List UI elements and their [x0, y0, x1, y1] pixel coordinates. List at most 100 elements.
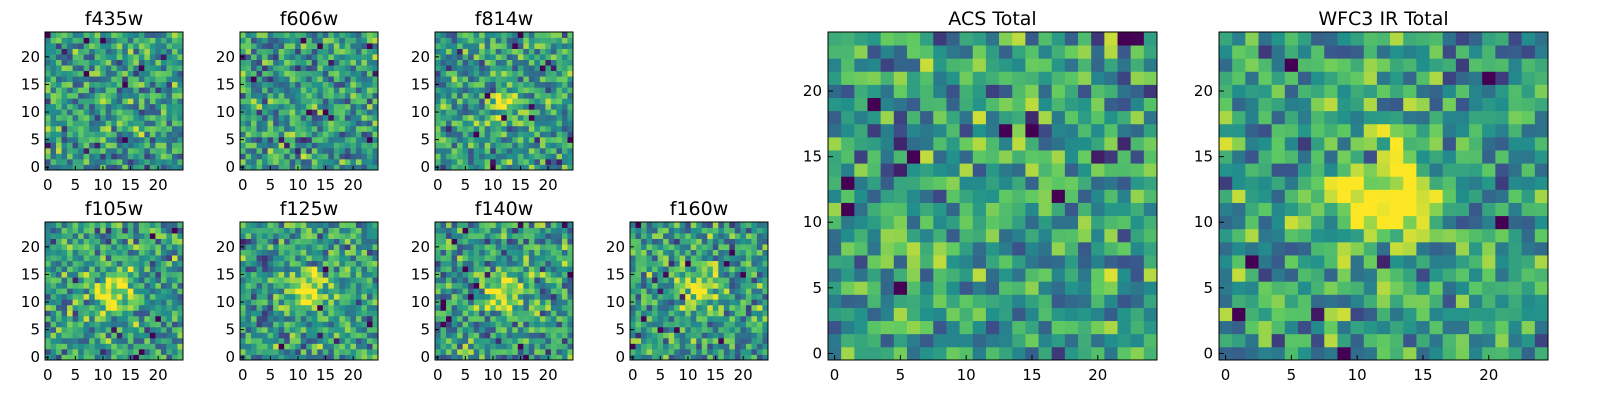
heatmap-cell [245, 227, 252, 234]
heatmap-cell [160, 271, 167, 278]
heatmap-cell [473, 233, 480, 239]
heatmap-cell [171, 266, 178, 273]
heatmap-cell [972, 215, 987, 230]
heatmap-cell [490, 293, 497, 300]
heatmap-cell [67, 332, 73, 339]
heatmap-cell [322, 249, 329, 256]
heatmap-cell [630, 238, 636, 245]
heatmap-cell [251, 92, 257, 99]
heatmap-cell [138, 332, 145, 339]
heatmap-cell [300, 87, 307, 94]
heatmap-cell [100, 131, 107, 138]
heatmap-cell [635, 326, 642, 333]
heatmap-cell [718, 244, 725, 250]
heatmap-cell [550, 120, 557, 127]
heatmap-cell [61, 142, 68, 149]
heatmap-cell [295, 304, 302, 311]
heatmap-cell [734, 271, 741, 278]
heatmap-cell [72, 315, 79, 322]
heatmap-cell [61, 158, 68, 165]
heatmap-cell [663, 249, 670, 256]
heatmap-cell [295, 260, 302, 267]
heatmap-cell [550, 65, 557, 72]
heatmap-cell [451, 125, 458, 132]
heatmap-cell [245, 332, 252, 339]
heatmap-cell [67, 48, 73, 55]
heatmap-cell [545, 98, 552, 105]
heatmap-cell [171, 65, 178, 72]
heatmap-cell [674, 222, 681, 228]
heatmap-cell [652, 277, 658, 284]
heatmap-cell [707, 348, 714, 355]
heatmap-cell [67, 164, 73, 171]
heatmap-cell [295, 233, 302, 239]
heatmap-cell [138, 238, 145, 245]
heatmap-cell [166, 131, 173, 138]
heatmap-cell [295, 299, 302, 306]
heatmap-cell [300, 158, 307, 165]
heatmap-cell [50, 238, 57, 245]
heatmap-cell [512, 249, 519, 256]
heatmap-cell [657, 332, 664, 339]
heatmap-cell [718, 337, 725, 344]
heatmap-cell [240, 310, 246, 317]
heatmap-cell [712, 288, 719, 295]
heatmap-cell [56, 131, 62, 138]
heatmap-cell [534, 315, 541, 322]
heatmap-cell [267, 227, 274, 234]
heatmap-cell [133, 136, 140, 143]
heatmap-cell [718, 227, 725, 234]
heatmap-cell [479, 32, 486, 38]
heatmap-cell [177, 332, 184, 339]
heatmap-cell [122, 288, 129, 295]
heatmap-cell [1025, 176, 1039, 190]
heatmap-cell [111, 120, 118, 127]
heatmap-cell [295, 326, 302, 333]
heatmap-cell [267, 332, 274, 339]
heatmap-cell [116, 222, 123, 228]
heatmap-cell [668, 293, 675, 300]
heatmap-cell [149, 37, 156, 44]
heatmap-cell [734, 304, 741, 311]
heatmap-cell [933, 123, 947, 138]
heatmap-cell [539, 98, 546, 105]
heatmap-cell [350, 288, 357, 295]
heatmap-cell [366, 249, 373, 256]
heatmap-cell [45, 277, 51, 284]
heatmap-cell [668, 332, 675, 339]
heatmap-cell [545, 158, 552, 165]
heatmap-cell [289, 315, 296, 322]
heatmap-cell [100, 260, 107, 267]
heatmap-cell [517, 222, 524, 228]
heatmap-cell [111, 288, 118, 295]
heatmap-cell [1012, 333, 1026, 348]
heatmap-cell [72, 343, 79, 350]
heatmap-cell [723, 310, 730, 317]
heatmap-cell [83, 70, 90, 77]
heatmap-cell [550, 136, 557, 143]
heatmap-cell [251, 98, 257, 105]
heatmap-cell [556, 222, 563, 228]
heatmap-cell [718, 266, 725, 273]
heatmap-cell [567, 76, 574, 83]
heatmap-cell [366, 70, 373, 77]
heatmap-cell [160, 326, 167, 333]
heatmap-cell [745, 321, 752, 328]
heatmap-cell [701, 233, 708, 239]
heatmap-cell [539, 233, 546, 239]
heatmap-cell [289, 299, 296, 306]
heatmap-cell [89, 65, 96, 72]
heatmap-cell [273, 48, 280, 55]
heatmap-cell [267, 147, 274, 154]
x-tick-label: 10 [93, 366, 112, 384]
heatmap-cell [100, 299, 107, 306]
heatmap-cell [105, 293, 112, 300]
heatmap-cell [111, 98, 118, 105]
heatmap-cell [451, 343, 458, 350]
heatmap-cell [355, 332, 362, 339]
heatmap-cell [854, 150, 868, 164]
heatmap-cell [160, 164, 167, 171]
heatmap-cell [457, 109, 463, 116]
heatmap-cell [240, 249, 246, 256]
heatmap-cell [355, 299, 362, 306]
